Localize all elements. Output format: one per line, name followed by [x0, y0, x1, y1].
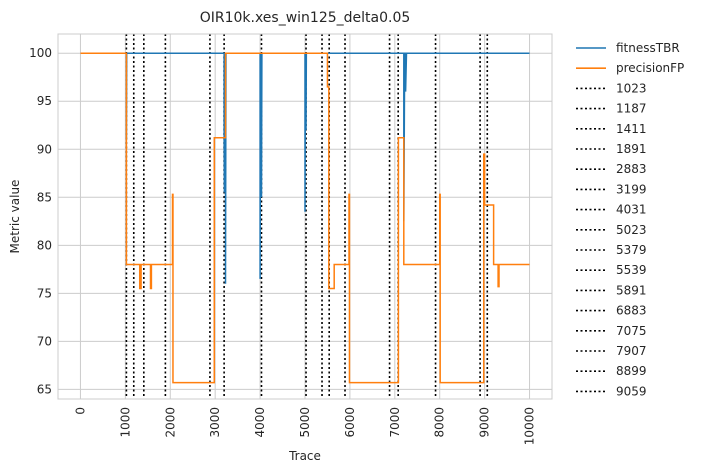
- legend-label: 4031: [616, 203, 647, 217]
- y-tick-label: 75: [37, 286, 52, 300]
- x-tick-label: 0: [73, 407, 87, 415]
- y-tick-label: 100: [29, 46, 52, 60]
- legend-label: 7907: [616, 344, 647, 358]
- legend-label: 9059: [616, 384, 647, 398]
- x-tick-label: 3000: [208, 407, 222, 438]
- legend-label: 3199: [616, 182, 647, 196]
- y-tick-label: 65: [37, 382, 52, 396]
- y-tick-label: 80: [37, 238, 52, 252]
- x-tick-label: 2000: [163, 407, 177, 438]
- tick-labels: 0 1000 2000 3000 4000 5000 6000 7000 8000 9000 100…: [29, 46, 536, 445]
- legend-label: precisionFP: [616, 61, 684, 75]
- y-tick-label: 90: [37, 142, 52, 156]
- x-tick-label: 9000: [478, 407, 492, 438]
- y-tick-label: 70: [37, 334, 52, 348]
- y-tick-label: 95: [37, 94, 52, 108]
- y-tick-label: 85: [37, 190, 52, 204]
- x-tick-label: 6000: [343, 407, 357, 438]
- legend-label: 5379: [616, 243, 647, 257]
- x-tick-label: 5000: [298, 407, 312, 438]
- chart-title: OIR10k.xes_win125_delta0.05: [200, 10, 411, 26]
- x-tick-label: 1000: [118, 407, 132, 438]
- legend-label: 1023: [616, 81, 647, 95]
- x-tick-label: 7000: [388, 407, 402, 438]
- series-line-precisionFP: [80, 52, 530, 384]
- y-axis-label: Metric value: [8, 180, 22, 254]
- legend-label: 6883: [616, 304, 647, 318]
- legend-label: 8899: [616, 364, 647, 378]
- plot-frame: [57, 33, 553, 400]
- legend-label: 5539: [616, 263, 647, 277]
- series-lines: [80, 52, 530, 384]
- legend-label: 1891: [616, 142, 647, 156]
- x-axis-label: Trace: [288, 449, 321, 463]
- x-tick-label: 10000: [523, 407, 537, 445]
- legend: fitnessTBR precisionFP 1023 1187 1411 1891 288…: [576, 41, 684, 398]
- legend-label: 5023: [616, 223, 647, 237]
- legend-label: 7075: [616, 324, 647, 338]
- legend-label: 2883: [616, 162, 647, 176]
- x-tick-label: 4000: [253, 407, 267, 438]
- legend-label: 5891: [616, 283, 647, 297]
- legend-label: fitnessTBR: [616, 41, 680, 55]
- legend-label: 1187: [616, 102, 647, 116]
- legend-label: 1411: [616, 122, 647, 136]
- x-tick-label: 8000: [433, 407, 447, 438]
